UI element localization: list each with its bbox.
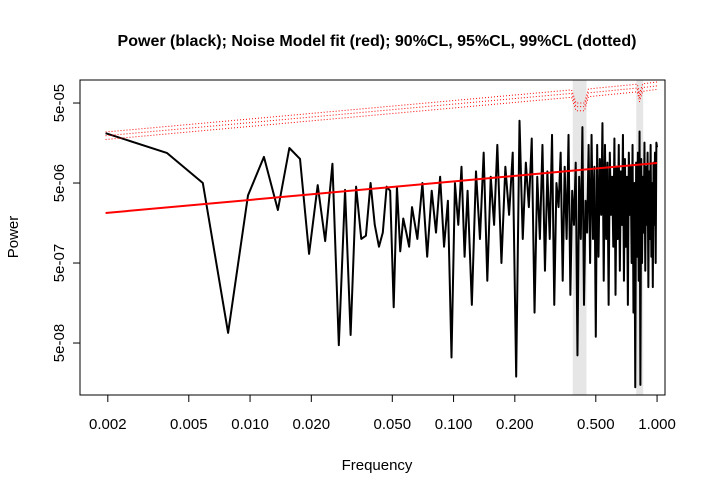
x-tick-label: 0.010 — [231, 416, 269, 433]
x-tick-label: 0.005 — [170, 416, 208, 433]
x-tick-label: 1.000 — [638, 416, 676, 433]
series-line — [105, 161, 658, 214]
y-tick-label: 5e-08 — [51, 324, 68, 362]
y-axis-label: Power — [5, 216, 22, 259]
x-tick-label: 0.002 — [89, 416, 127, 433]
y-tick-label: 5e-05 — [51, 84, 68, 122]
x-tick-label: 0.020 — [293, 416, 331, 433]
series-line — [105, 119, 659, 389]
x-tick-label: 0.100 — [435, 416, 473, 433]
y-tick-label: 5e-06 — [51, 164, 68, 202]
x-tick-label: 0.200 — [496, 416, 534, 433]
confidence-line — [105, 81, 658, 133]
x-tick-label: 0.500 — [577, 416, 615, 433]
x-axis-label: Frequency — [342, 457, 413, 474]
confidence-line — [105, 85, 658, 137]
plot-frame — [79, 79, 666, 396]
x-tick-label: 0.050 — [374, 416, 412, 433]
y-tick-label: 5e-07 — [51, 244, 68, 282]
chart-title: Power (black); Noise Model fit (red); 90… — [118, 33, 637, 50]
